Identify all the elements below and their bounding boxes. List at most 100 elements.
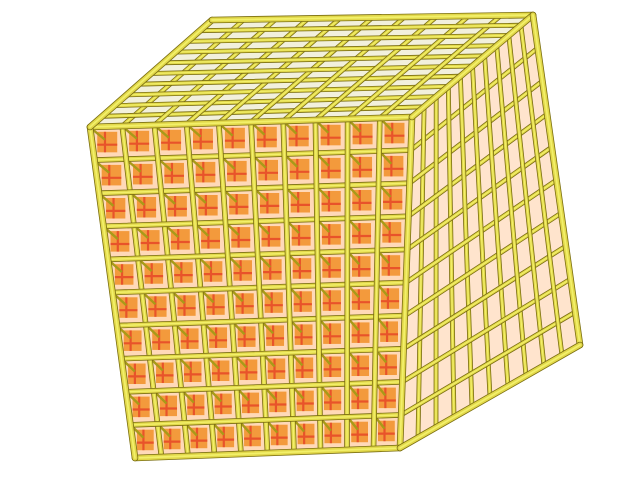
depth-rod: [265, 387, 277, 401]
outer-edge-highlight: [89, 116, 413, 128]
front-rod-vertical-highlight: [346, 118, 349, 451]
depth-rod: [169, 258, 183, 272]
front-rod-horizontal-highlight: [120, 348, 405, 360]
depth-rod: [291, 353, 304, 367]
depth-rod: [294, 420, 306, 433]
depth-rod: [348, 385, 359, 398]
depth-rod: [100, 194, 115, 207]
depth-rod: [228, 256, 242, 269]
front-rod-horizontal-highlight: [125, 381, 404, 393]
depth-rod: [262, 321, 274, 335]
depth-rod: [113, 293, 128, 307]
depth-rod: [198, 257, 212, 271]
depth-rod: [380, 119, 394, 132]
outer-edge-highlight: [211, 14, 534, 21]
depth-rod: [376, 350, 388, 364]
depth-rod: [239, 422, 252, 435]
depth-rod: [286, 188, 300, 201]
depth-rod: [182, 390, 195, 404]
right-rod-depth-highlight: [400, 311, 576, 416]
depth-rod: [266, 421, 279, 434]
depth-rod: [260, 288, 273, 302]
depth-rod: [201, 290, 215, 304]
depth-rod: [158, 425, 172, 438]
outer-edge-highlight: [411, 14, 534, 118]
right-rod-height-highlight: [520, 24, 563, 356]
depth-rod: [162, 192, 176, 205]
depth-rod: [185, 424, 198, 437]
depth-rod: [95, 161, 111, 174]
depth-rod: [290, 320, 303, 334]
depth-rod: [222, 157, 236, 170]
top-rod-width-highlight: [199, 24, 522, 32]
depth-rod: [253, 156, 267, 169]
depth-rod: [319, 319, 331, 333]
depth-rod: [210, 389, 223, 403]
depth-rod: [263, 354, 276, 368]
depth-rod: [127, 160, 142, 173]
depth-rod: [289, 287, 302, 301]
top-rod-width-highlight: [174, 45, 498, 53]
depth-rod: [292, 387, 305, 400]
top-rod-width-highlight: [187, 34, 510, 42]
depth-rod: [348, 252, 361, 265]
front-rod-horizontal-highlight: [116, 314, 406, 327]
top-rod-depth-highlight: [314, 15, 438, 121]
depth-rod: [158, 159, 173, 172]
depth-rod: [348, 418, 359, 431]
depth-rod: [193, 191, 207, 204]
depth-rod: [109, 260, 123, 274]
depth-rod: [379, 218, 391, 231]
depth-rod: [135, 226, 149, 239]
depth-rod: [187, 125, 202, 138]
depth-rod: [91, 128, 106, 141]
depth-rod: [285, 155, 299, 168]
depth-rod: [321, 419, 332, 432]
outer-edge-highlight: [399, 116, 413, 449]
depth-rod: [380, 152, 393, 165]
depth-rod: [212, 423, 225, 436]
depth-rod: [146, 325, 160, 339]
depth-rod: [348, 186, 361, 199]
depth-rod: [348, 351, 360, 365]
right-rod-height-highlight: [484, 55, 509, 387]
outer-edge-highlight: [399, 344, 581, 449]
depth-rod: [316, 121, 330, 134]
depth-rod: [139, 259, 153, 273]
depth-rod: [317, 187, 330, 200]
depth-rod: [224, 190, 238, 203]
depth-rod: [196, 224, 210, 237]
depth-rod: [127, 392, 140, 406]
top-rod-depth-highlight: [347, 15, 470, 120]
depth-rod: [348, 219, 361, 232]
depth-rod: [150, 358, 164, 372]
depth-rod: [320, 386, 332, 399]
right-rod-depth-highlight: [403, 245, 567, 350]
right-rod-depth-highlight: [404, 212, 562, 317]
right-rod-depth-highlight: [401, 278, 572, 383]
outer-edge-highlight: [89, 126, 136, 459]
depth-rod: [154, 391, 168, 405]
top-rod-depth-highlight: [379, 14, 502, 119]
top-rod-width-highlight: [150, 65, 474, 75]
depth-rod: [104, 227, 119, 240]
depth-rod: [219, 124, 234, 137]
depth-rod: [143, 292, 157, 306]
depth-rod: [318, 220, 331, 233]
depth-rod: [235, 355, 248, 369]
depth-rod: [123, 127, 138, 140]
lattice-outer-edges: [86, 11, 584, 462]
depth-rod: [287, 221, 300, 234]
front-rod-vertical-highlight: [250, 121, 269, 454]
depth-rod: [179, 357, 192, 371]
depth-rod: [284, 122, 298, 135]
depth-rod: [377, 284, 389, 298]
depth-rod: [318, 253, 331, 266]
depth-rod: [155, 126, 170, 139]
depth-rod: [258, 255, 272, 268]
depth-rod: [204, 323, 217, 337]
depth-rod: [122, 359, 136, 373]
depth-rod: [252, 123, 266, 136]
front-rod-vertical-highlight: [372, 117, 381, 450]
depth-rod: [348, 120, 362, 133]
